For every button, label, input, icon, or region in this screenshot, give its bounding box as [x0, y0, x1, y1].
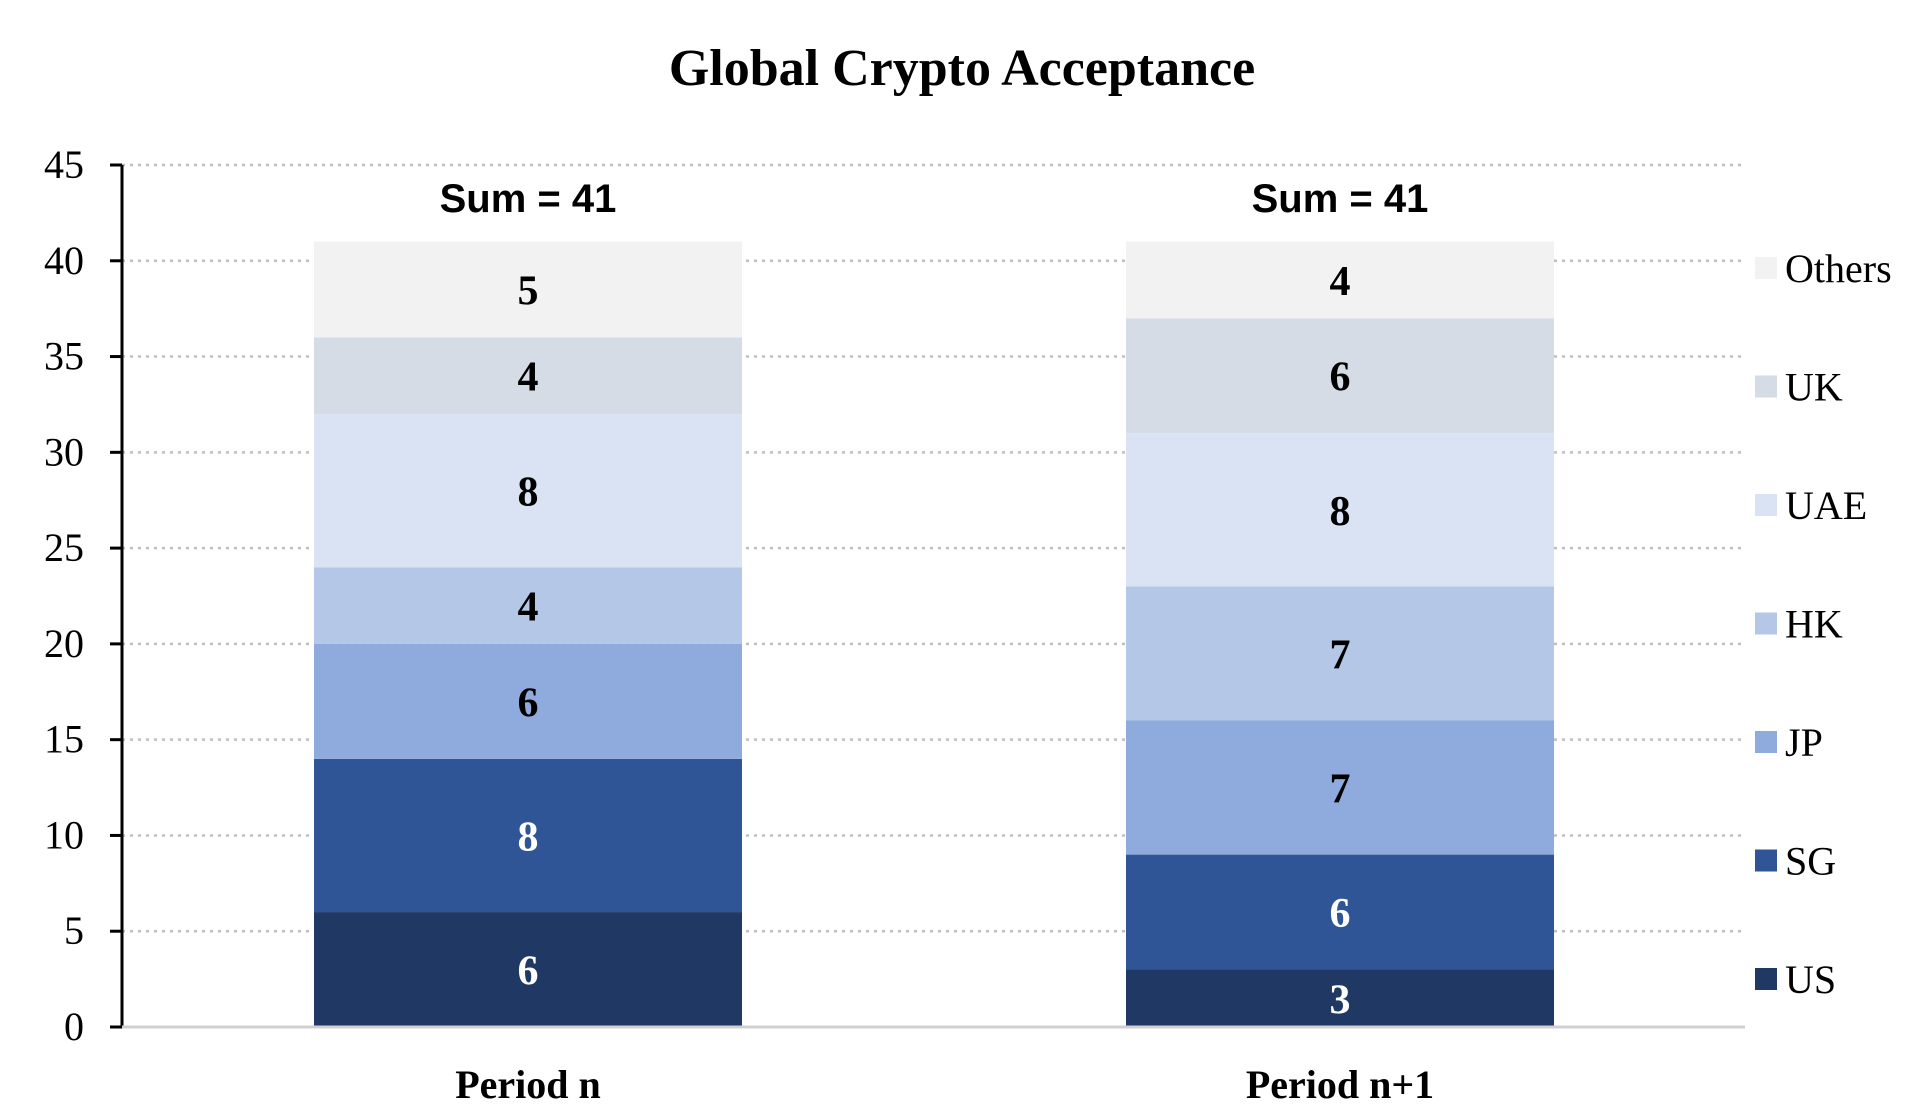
data-label: 7 — [1330, 632, 1351, 678]
data-label: 4 — [518, 585, 539, 631]
legend-label: UAE — [1785, 483, 1867, 528]
bar-segment-us — [314, 912, 742, 1027]
y-tick-label: 45 — [44, 142, 84, 187]
y-tick-label: 10 — [44, 812, 84, 857]
bar-segment-uae — [314, 414, 742, 568]
data-label: 3 — [1330, 977, 1351, 1023]
bar-segment-uk — [314, 337, 742, 415]
y-tick-label: 30 — [44, 429, 84, 474]
data-label: 8 — [1330, 489, 1351, 535]
bar-segment-uae — [1126, 433, 1554, 587]
data-label: 4 — [1330, 259, 1351, 305]
y-tick-label: 15 — [44, 717, 84, 762]
y-tick-label: 0 — [64, 1004, 84, 1049]
legend-label: JP — [1785, 720, 1823, 765]
bar-segment-others — [1126, 241, 1554, 319]
data-label: 6 — [518, 680, 539, 726]
y-tick-label: 20 — [44, 621, 84, 666]
legend-swatch-us — [1755, 968, 1777, 990]
data-label: 8 — [518, 470, 539, 516]
data-label: 6 — [1330, 891, 1351, 937]
y-tick-label: 25 — [44, 525, 84, 570]
bar-segment-jp — [1126, 720, 1554, 855]
bar-segment-sg — [314, 758, 742, 913]
bars: 6 8 6 4 8 4 5 Sum = 41 3 6 7 7 8 6 4 Sum = 41 — [314, 177, 1554, 1027]
legend-swatch-uae — [1755, 494, 1777, 516]
data-label: 7 — [1330, 767, 1351, 813]
legend-swatch-uk — [1755, 375, 1777, 398]
y-tick-label: 35 — [44, 334, 84, 379]
y-tick-label: 40 — [44, 238, 84, 283]
legend: Others UK UAE HK JP SG US — [1755, 246, 1892, 1002]
bar-segment-others — [314, 241, 742, 338]
data-label: 4 — [518, 355, 539, 401]
data-label: 5 — [518, 269, 539, 315]
x-tick-label: Period n+1 — [1246, 1062, 1434, 1107]
legend-swatch-jp — [1755, 731, 1777, 753]
bar-segment-hk — [1126, 586, 1554, 721]
legend-swatch-hk — [1755, 612, 1777, 635]
legend-label: UK — [1785, 365, 1843, 410]
legend-label: SG — [1785, 839, 1836, 884]
data-label: 6 — [518, 949, 539, 995]
legend-label: HK — [1785, 602, 1843, 647]
data-label: 8 — [518, 814, 539, 860]
bar-segment-uk — [1126, 318, 1554, 434]
legend-swatch-others — [1755, 257, 1777, 279]
legend-swatch-sg — [1755, 849, 1777, 872]
bar-segment-us — [1126, 969, 1554, 1027]
data-label: 6 — [1330, 355, 1351, 401]
chart-title: Global Crypto Acceptance — [669, 40, 1255, 97]
x-tick-label: Period n — [455, 1062, 601, 1107]
y-tick-label: 5 — [64, 908, 84, 953]
sum-label: Sum = 41 — [440, 177, 617, 221]
bar-segment-jp — [314, 643, 742, 759]
bar-segment-sg — [1126, 854, 1554, 970]
bar-segment-hk — [314, 567, 742, 644]
legend-label: US — [1785, 957, 1836, 1002]
sum-label: Sum = 41 — [1252, 177, 1429, 221]
legend-label: Others — [1785, 246, 1892, 291]
